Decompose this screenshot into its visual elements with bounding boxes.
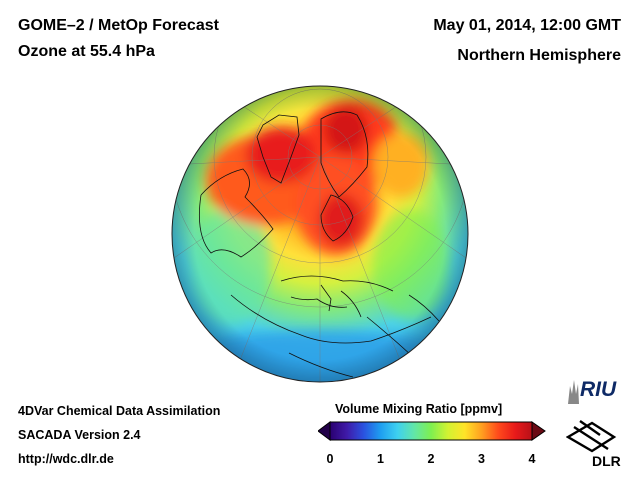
region-label: Northern Hemisphere [457, 47, 621, 64]
colorbar-max-arrow [531, 421, 546, 441]
ozone-globe-map [171, 85, 469, 383]
colorbar-tick-label: 0 [326, 452, 334, 466]
dlr-logo-text: DLR [592, 453, 621, 467]
dlr-logo: DLR [566, 420, 621, 467]
colorbar-title: Volume Mixing Ratio [ppmv] [335, 402, 503, 416]
riu-logo-mark [568, 380, 579, 404]
riu-logo-text: RIU [580, 378, 617, 401]
colorbar-tick-label: 4 [528, 452, 536, 466]
colorbar-tick-label: 1 [377, 452, 384, 466]
colorbar-tick-label: 2 [427, 452, 435, 466]
footer-assimilation: 4DVar Chemical Data Assimilation [18, 404, 221, 418]
footer-version: SACADA Version 2.4 [18, 428, 141, 442]
map-title: GOME–2 / MetOp Forecast [18, 17, 219, 34]
colorbar-tick-label: 3 [478, 452, 485, 466]
colorbar-min-arrow [318, 421, 331, 441]
forecast-date: May 01, 2014, 12:00 GMT [433, 17, 621, 34]
riu-logo: RIU [568, 378, 617, 404]
colorbar-gradient [329, 421, 533, 441]
colorbar [318, 421, 546, 441]
map-subtitle: Ozone at 55.4 hPa [18, 43, 155, 60]
footer-url[interactable]: http://wdc.dlr.de [18, 452, 114, 466]
